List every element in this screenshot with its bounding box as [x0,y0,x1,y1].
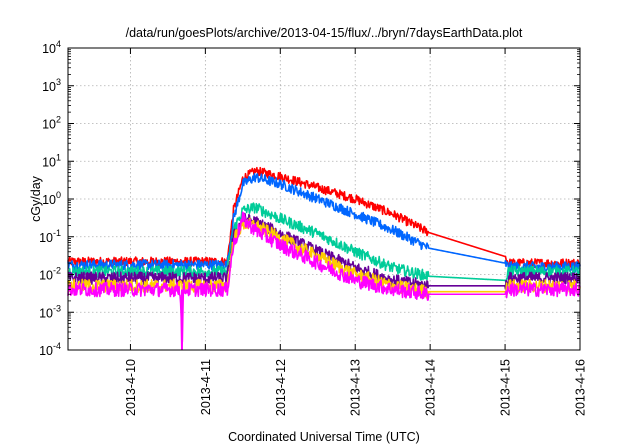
x-tick-label: 2013-4-14 [424,359,438,416]
x-tick-label: 2013-4-10 [124,359,138,416]
x-tick-label: 2013-4-11 [199,359,213,415]
x-axis-label: Coordinated Universal Time (UTC) [228,430,420,444]
series-line [67,211,581,348]
x-tick-label: 2013-4-15 [499,359,513,416]
y-tick-label: 102 [42,115,61,132]
y-tick-label: 104 [42,39,61,56]
x-tick-label: 2013-4-13 [349,359,363,416]
y-tick-label: 10-4 [39,341,61,358]
x-tick-label: 2013-4-16 [574,359,588,416]
y-tick-label: 10-1 [39,228,61,245]
ticks: 10-4 10-3 10-2 10-1 100 101 102 103 104 2013-4-10… [39,39,587,416]
y-tick-label: 10-2 [39,266,61,283]
series-line [67,166,581,269]
series-line [67,172,581,273]
series-line [67,212,581,292]
series-layer [67,166,581,350]
chart-title: /data/run/goesPlots/archive/2013-04-15/f… [126,26,523,40]
y-axis-label: cGy/day [29,175,43,222]
x-tick-label: 2013-4-12 [274,359,288,416]
y-tick-label: 103 [42,77,61,94]
series-line [67,202,581,283]
y-tick-label: 101 [42,152,61,169]
y-tick-label: 100 [42,190,61,207]
y-tick-label: 10-3 [39,303,61,320]
